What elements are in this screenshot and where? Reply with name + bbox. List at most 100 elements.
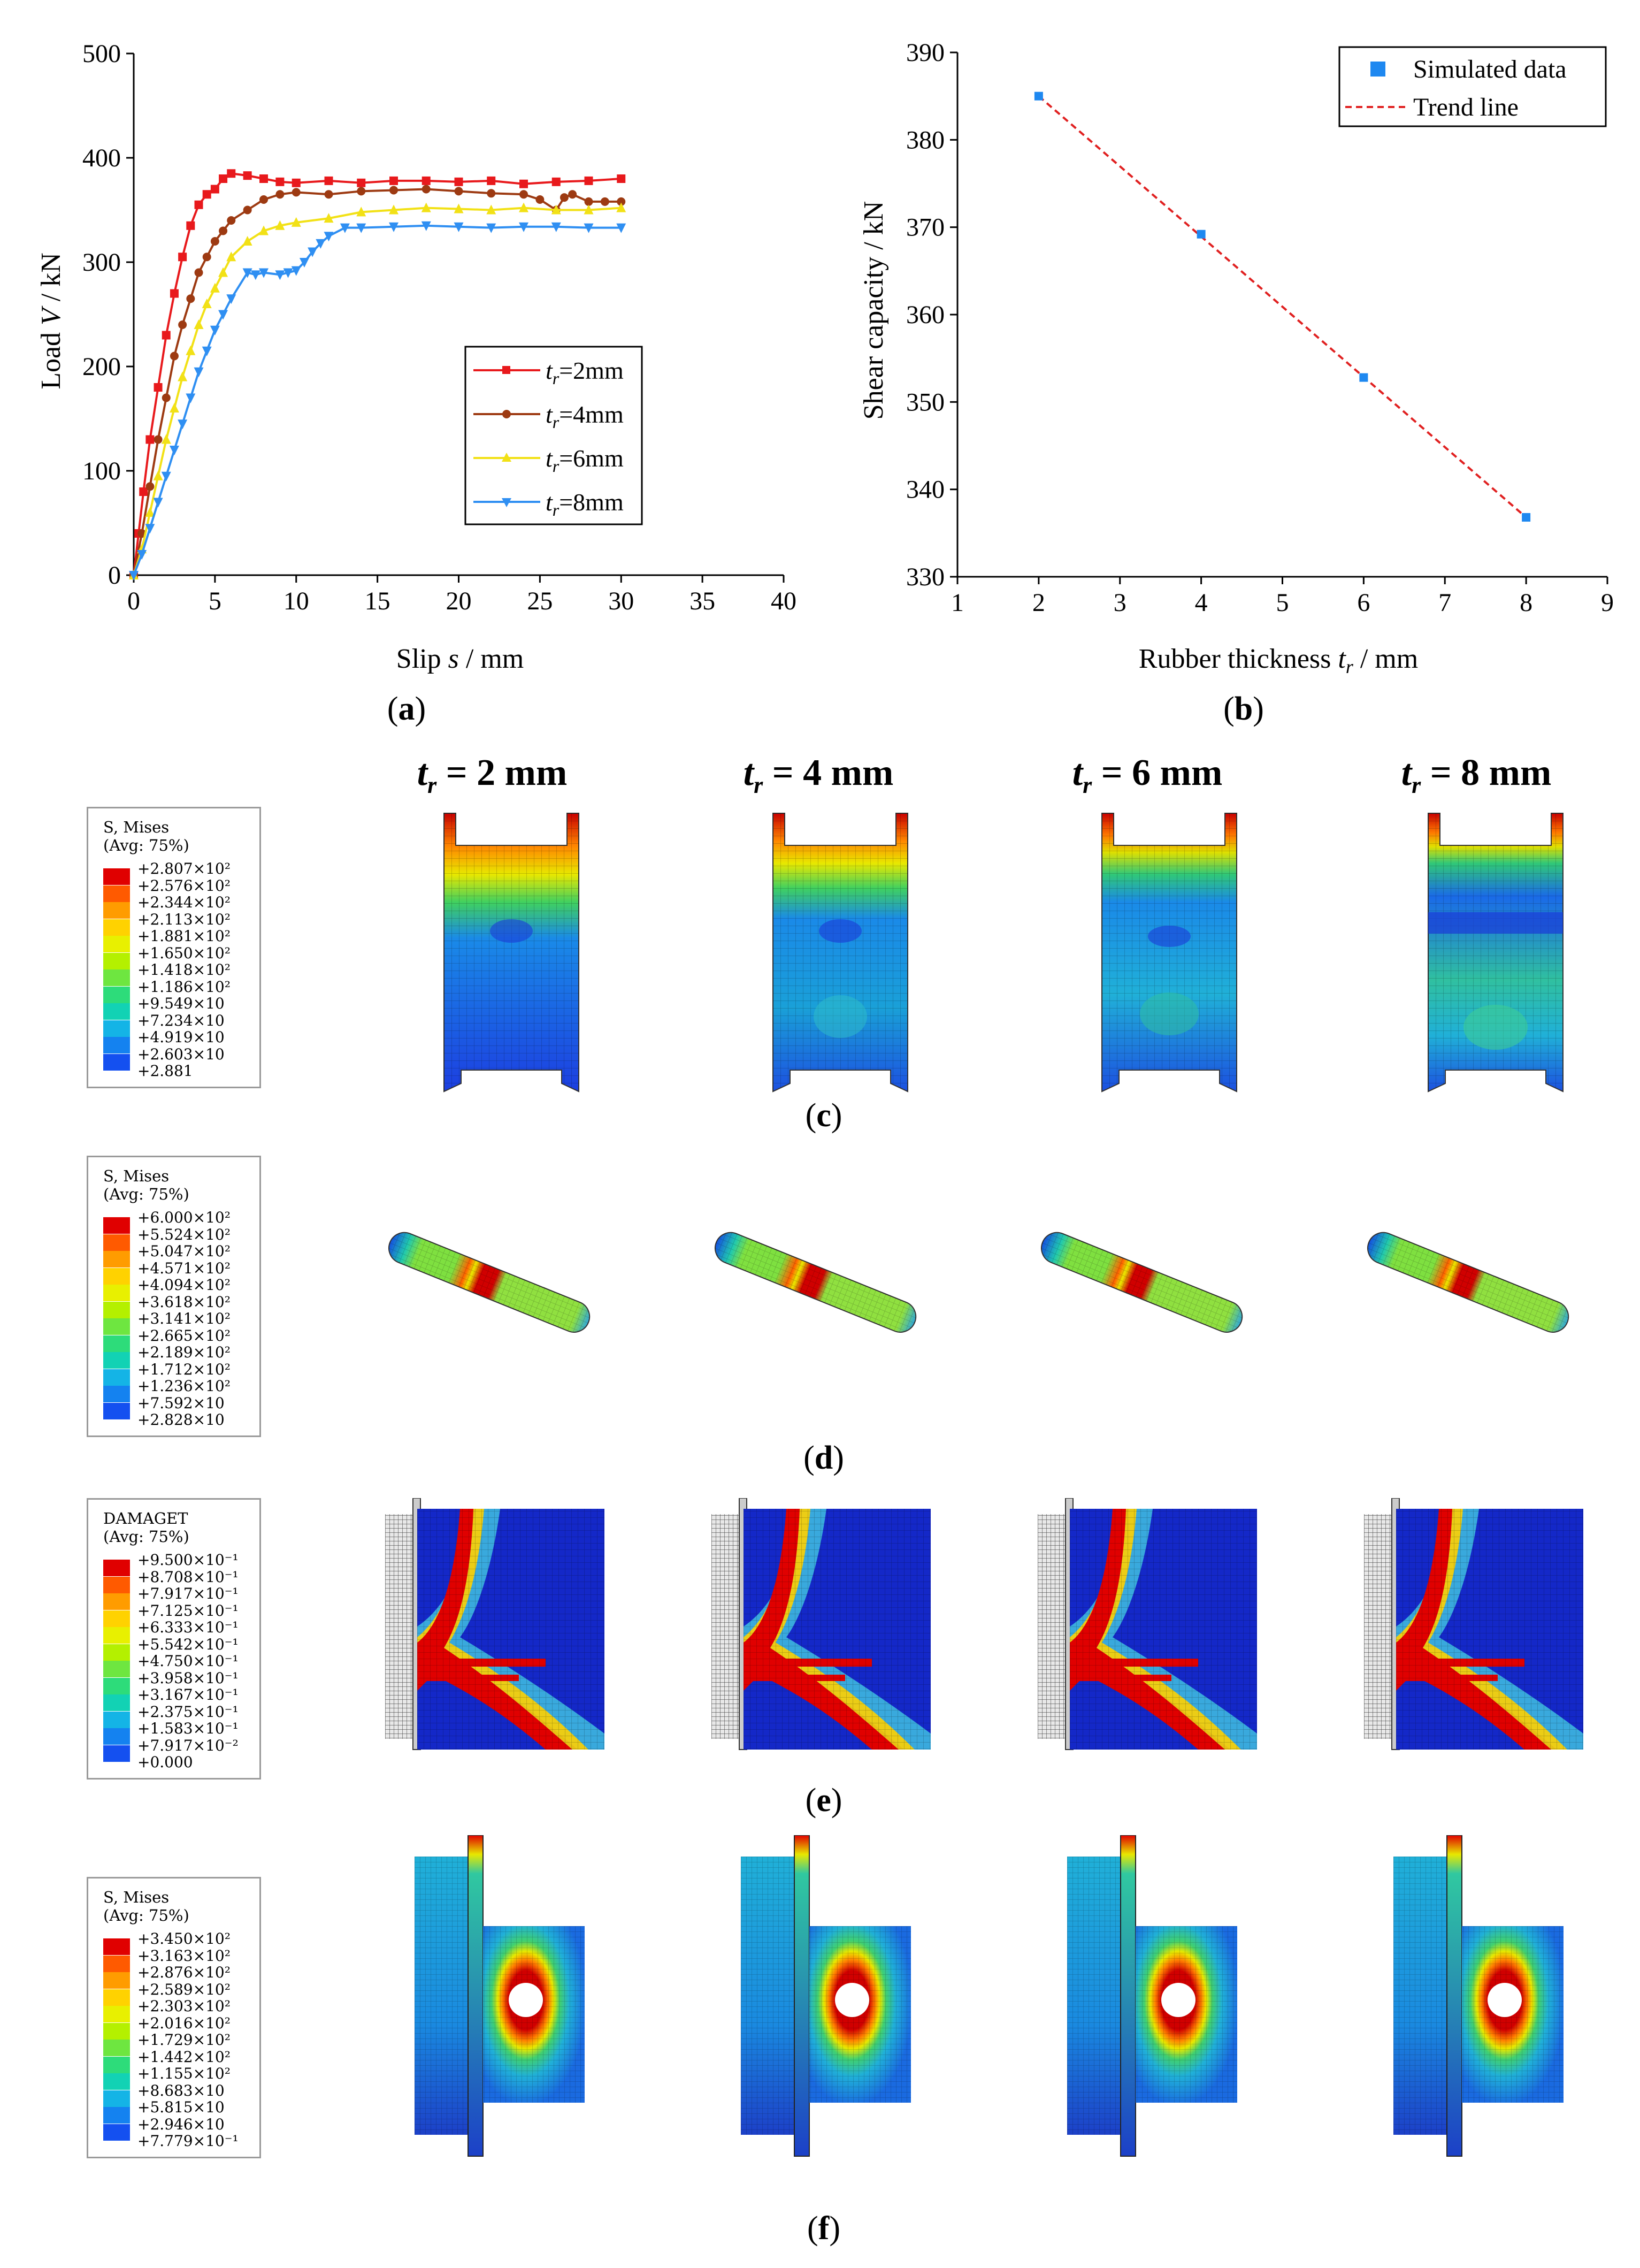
- caption-f: (f): [807, 2210, 840, 2247]
- row-d-contours: [388, 1232, 1569, 1333]
- legend-value: +1.712×10²: [137, 1360, 231, 1378]
- chart-a-point-3: [145, 524, 155, 534]
- bolt-d-tr8: [1367, 1232, 1569, 1333]
- legend-swatch: [103, 885, 130, 902]
- chart-a-point-2: [584, 204, 594, 215]
- legend-value: +2.113×10²: [137, 910, 231, 928]
- chart-a-point-1: [535, 195, 545, 204]
- chart-a-point-1: [259, 195, 268, 204]
- legend-swatch: [103, 1694, 130, 1711]
- legend-value: +4.094×10²: [137, 1276, 231, 1294]
- legend-value: +7.917×10⁻¹: [137, 1585, 239, 1602]
- legend-value: +5.524×10²: [137, 1225, 231, 1243]
- row-e-contours: [385, 1498, 1583, 1750]
- chart-a-point-1: [154, 435, 163, 444]
- legend-swatch: [103, 2107, 130, 2124]
- legend-swatch: [103, 1352, 130, 1369]
- legend-value: +2.807×10²: [137, 860, 231, 877]
- legend-title: S, Mises: [103, 1888, 170, 1906]
- row-f-contours: [414, 1835, 1564, 2157]
- chart-a-point-1: [162, 393, 171, 402]
- chart-a-point-3: [242, 268, 252, 278]
- legend-subtitle: (Avg: 75%): [103, 836, 189, 854]
- legend-value: +3.163×10²: [137, 1946, 231, 1965]
- chart-b-ytick-label: 380: [906, 126, 945, 154]
- column-head-tr2: tr = 2 mm: [417, 752, 568, 798]
- chart-a-xtick-label: 25: [527, 587, 553, 615]
- chart-a-point-0: [162, 331, 171, 340]
- legend-value: +1.186×10²: [137, 978, 231, 996]
- chart-a-point-3: [324, 232, 334, 242]
- legend-value: +1.650×10²: [137, 944, 231, 962]
- chart-a-point-3: [291, 266, 301, 276]
- legend-value: +7.592×10: [137, 1394, 225, 1412]
- chart-a-point-1: [202, 253, 211, 262]
- legend-subtitle: (Avg: 75%): [103, 1185, 189, 1203]
- legend-swatch: [103, 2022, 130, 2040]
- chart-a-point-2: [194, 319, 204, 329]
- chart-a-xtick-label: 0: [127, 587, 140, 615]
- legend-swatch: [103, 868, 130, 885]
- chart-a-point-2: [145, 507, 155, 517]
- chart-a-point-1: [389, 186, 398, 195]
- legend-swatch: [103, 1285, 130, 1301]
- chart-a-point-3: [421, 221, 431, 231]
- contour-c-tr4: [772, 813, 908, 1093]
- chart-a-ylabel: Load V / kN: [36, 253, 66, 390]
- chart-b-point: [1359, 373, 1368, 382]
- chart-a-point-0: [186, 221, 195, 230]
- chart-a-point-1: [170, 352, 179, 361]
- legend-swatch: [103, 1003, 130, 1020]
- chart-b-ytick-label: 360: [906, 301, 945, 329]
- chart-a-point-1: [584, 197, 593, 206]
- chart-a-point-3: [316, 239, 326, 249]
- chart-b-xtick-label: 9: [1601, 589, 1614, 617]
- legend-swatch: [103, 1402, 130, 1419]
- legend-swatch: [103, 1267, 130, 1285]
- legend-value: +2.576×10²: [137, 876, 231, 895]
- chart-a-point-1: [617, 197, 626, 206]
- legend-value: +9.549×10: [137, 995, 225, 1012]
- chart-a-point-0: [154, 383, 163, 392]
- chart-a-point-0: [584, 176, 593, 185]
- legend-value: +2.881: [137, 1062, 193, 1080]
- legend-value: +2.876×10²: [137, 1964, 231, 1981]
- bolt-d-tr4: [715, 1232, 917, 1333]
- chart-b-xtick-label: 2: [1032, 589, 1045, 617]
- legend-value: +1.729×10²: [137, 2031, 231, 2049]
- legend-swatch: [103, 2006, 130, 2022]
- legend-title: S, Mises: [103, 1167, 170, 1185]
- chart-a-point-2: [153, 470, 163, 480]
- chart-a-point-1: [275, 190, 285, 199]
- chart-a-point-2: [551, 204, 561, 215]
- plate-f-tr6: [1067, 1835, 1238, 2157]
- chart-a-point-3: [250, 270, 260, 280]
- chart-a-ytick-label: 100: [82, 457, 121, 485]
- legend-title: DAMAGET: [103, 1509, 188, 1528]
- legend-value: +5.815×10: [137, 2098, 225, 2116]
- chart-b-trend-line: [1038, 95, 1527, 518]
- chart-a-point-0: [275, 177, 285, 186]
- legend-swatch: [103, 1610, 130, 1627]
- chart-a-point-3: [226, 294, 236, 304]
- chart-a-point-3: [389, 222, 398, 232]
- column-head-tr4: tr = 4 mm: [743, 752, 894, 798]
- legend-value: +2.303×10²: [137, 1997, 231, 2015]
- legend-swatch: [103, 1728, 130, 1745]
- legend-value: +5.542×10⁻¹: [137, 1635, 239, 1653]
- plate-f-tr2: [414, 1835, 585, 2157]
- chart-a-point-1: [487, 189, 496, 198]
- legend-box-e: DAMAGET (Avg: 75%) +9.500×10⁻¹ +8.708×10⁻¹ +…: [87, 1498, 261, 1780]
- chart-a-point-0: [227, 169, 236, 178]
- damage-e-tr4: [711, 1498, 931, 1750]
- legend-subtitle: (Avg: 75%): [103, 1528, 189, 1546]
- chart-b-ylabel: Shear capacity / kN: [859, 201, 889, 420]
- chart-a-point-3: [210, 325, 220, 335]
- chart-a-point-0: [259, 174, 268, 183]
- chart-a-point-1: [324, 190, 333, 199]
- chart-a-point-3: [551, 222, 561, 232]
- chart-a-point-1: [454, 187, 463, 196]
- chart-a-point-2: [161, 434, 171, 444]
- damage-e-tr6: [1038, 1498, 1257, 1750]
- legend-value: +1.155×10²: [137, 2065, 231, 2082]
